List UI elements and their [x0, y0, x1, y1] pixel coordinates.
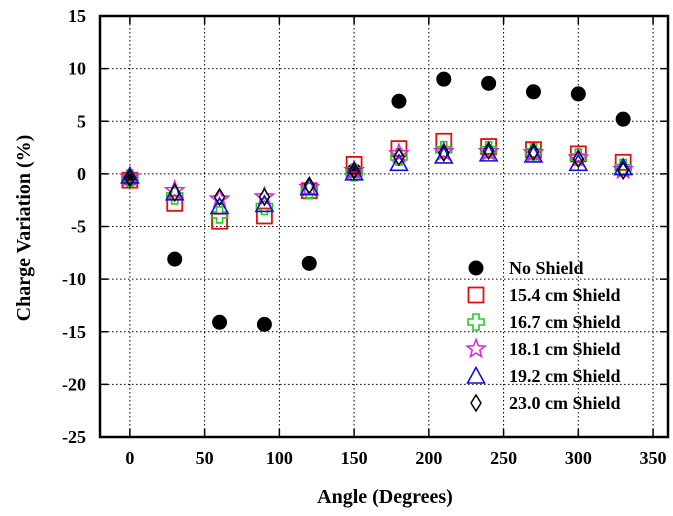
x-tick-label: 250 — [490, 448, 517, 468]
y-tick-label: -20 — [62, 374, 86, 394]
data-point — [436, 71, 452, 87]
data-point — [614, 153, 632, 171]
x-tick-label: 50 — [196, 448, 214, 468]
series-4 — [118, 140, 635, 209]
legend-label: No Shield — [509, 258, 584, 278]
data-point — [525, 84, 541, 100]
legend-marker — [464, 337, 488, 359]
data-point — [569, 148, 588, 166]
legend-entry: 18.1 cm Shield — [464, 337, 621, 359]
data-point — [209, 196, 230, 215]
x-tick-label: 0 — [125, 448, 134, 468]
x-tick-label: 300 — [565, 448, 592, 468]
y-tick-label: 10 — [68, 59, 86, 79]
y-tick-label: 15 — [68, 6, 86, 26]
data-point — [298, 175, 321, 197]
legend-marker — [467, 286, 485, 304]
data-point — [124, 168, 136, 188]
data-point — [387, 142, 411, 164]
data-point — [163, 179, 186, 201]
data-point — [165, 187, 184, 205]
data-point — [118, 165, 141, 187]
data-point — [345, 156, 363, 173]
y-axis-title: Charge Variation (%) — [13, 135, 35, 322]
data-point — [568, 153, 589, 172]
data-point — [343, 159, 366, 181]
y-tick-label: -5 — [71, 217, 86, 237]
data-point — [437, 143, 450, 163]
y-tick-label: 0 — [77, 164, 86, 184]
legend-marker — [470, 393, 482, 413]
legend: No Shield 15.4 cm Shield 16.7 cm Shield 18.… — [464, 258, 621, 413]
y-tick-label: -25 — [62, 427, 86, 447]
legend-marker — [467, 313, 485, 331]
data-point — [168, 183, 181, 203]
series-3 — [121, 140, 632, 224]
data-point — [213, 187, 226, 207]
data-point — [567, 146, 590, 168]
legend-marker — [468, 260, 484, 276]
data-point — [391, 93, 407, 109]
series-2 — [121, 132, 632, 230]
y-tick-label: -15 — [62, 322, 86, 342]
data-point — [303, 176, 316, 195]
legend-label: 16.7 cm Shield — [509, 312, 621, 332]
data-point — [572, 149, 585, 169]
legend-label: 23.0 cm Shield — [509, 393, 621, 413]
data-point — [527, 142, 540, 162]
legend-label: 15.4 cm Shield — [509, 285, 621, 305]
x-axis-title: Angle (Degrees) — [317, 486, 453, 508]
x-tick-label: 150 — [341, 448, 368, 468]
data-point — [212, 314, 228, 330]
data-point — [482, 141, 495, 161]
data-point — [477, 140, 500, 162]
legend-label: 19.2 cm Shield — [509, 366, 621, 386]
legend-entry: 16.7 cm Shield — [467, 312, 621, 332]
data-point — [301, 255, 317, 271]
data-point — [166, 194, 184, 212]
data-point — [522, 141, 545, 163]
data-point — [389, 153, 409, 172]
data-point — [256, 316, 272, 332]
data-point — [254, 194, 275, 213]
legend-entry: 19.2 cm Shield — [466, 365, 621, 386]
legend-entry: 23.0 cm Shield — [470, 393, 621, 413]
data-point — [570, 86, 586, 102]
x-tick-label: 350 — [640, 448, 667, 468]
data-point — [615, 111, 631, 127]
data-point — [617, 161, 630, 181]
data-point — [613, 157, 634, 176]
series-6 — [124, 141, 630, 207]
legend-marker — [466, 365, 486, 384]
data-point — [167, 251, 183, 267]
data-point — [481, 75, 497, 91]
data-point — [258, 187, 271, 207]
y-tick-label: 5 — [77, 111, 86, 131]
data-point — [612, 158, 635, 180]
data-point — [432, 140, 455, 162]
axis-ticks: 0 50 100 150 200 250 300 350 -25 -20 -15 -10 -5 0 5 10 1… — [62, 6, 668, 468]
data-point — [253, 185, 276, 207]
data-point — [393, 147, 405, 167]
x-tick-label: 100 — [266, 448, 293, 468]
data-point — [120, 165, 140, 184]
series-5 — [120, 143, 634, 215]
data-point — [348, 161, 360, 181]
legend-entry: 15.4 cm Shield — [467, 285, 621, 305]
legend-label: 18.1 cm Shield — [509, 339, 621, 359]
data-points — [118, 71, 635, 332]
x-tick-label: 200 — [415, 448, 442, 468]
data-point — [256, 207, 273, 225]
y-tick-label: -10 — [62, 269, 86, 289]
legend-entry: No Shield — [468, 258, 584, 278]
data-point — [208, 187, 231, 209]
